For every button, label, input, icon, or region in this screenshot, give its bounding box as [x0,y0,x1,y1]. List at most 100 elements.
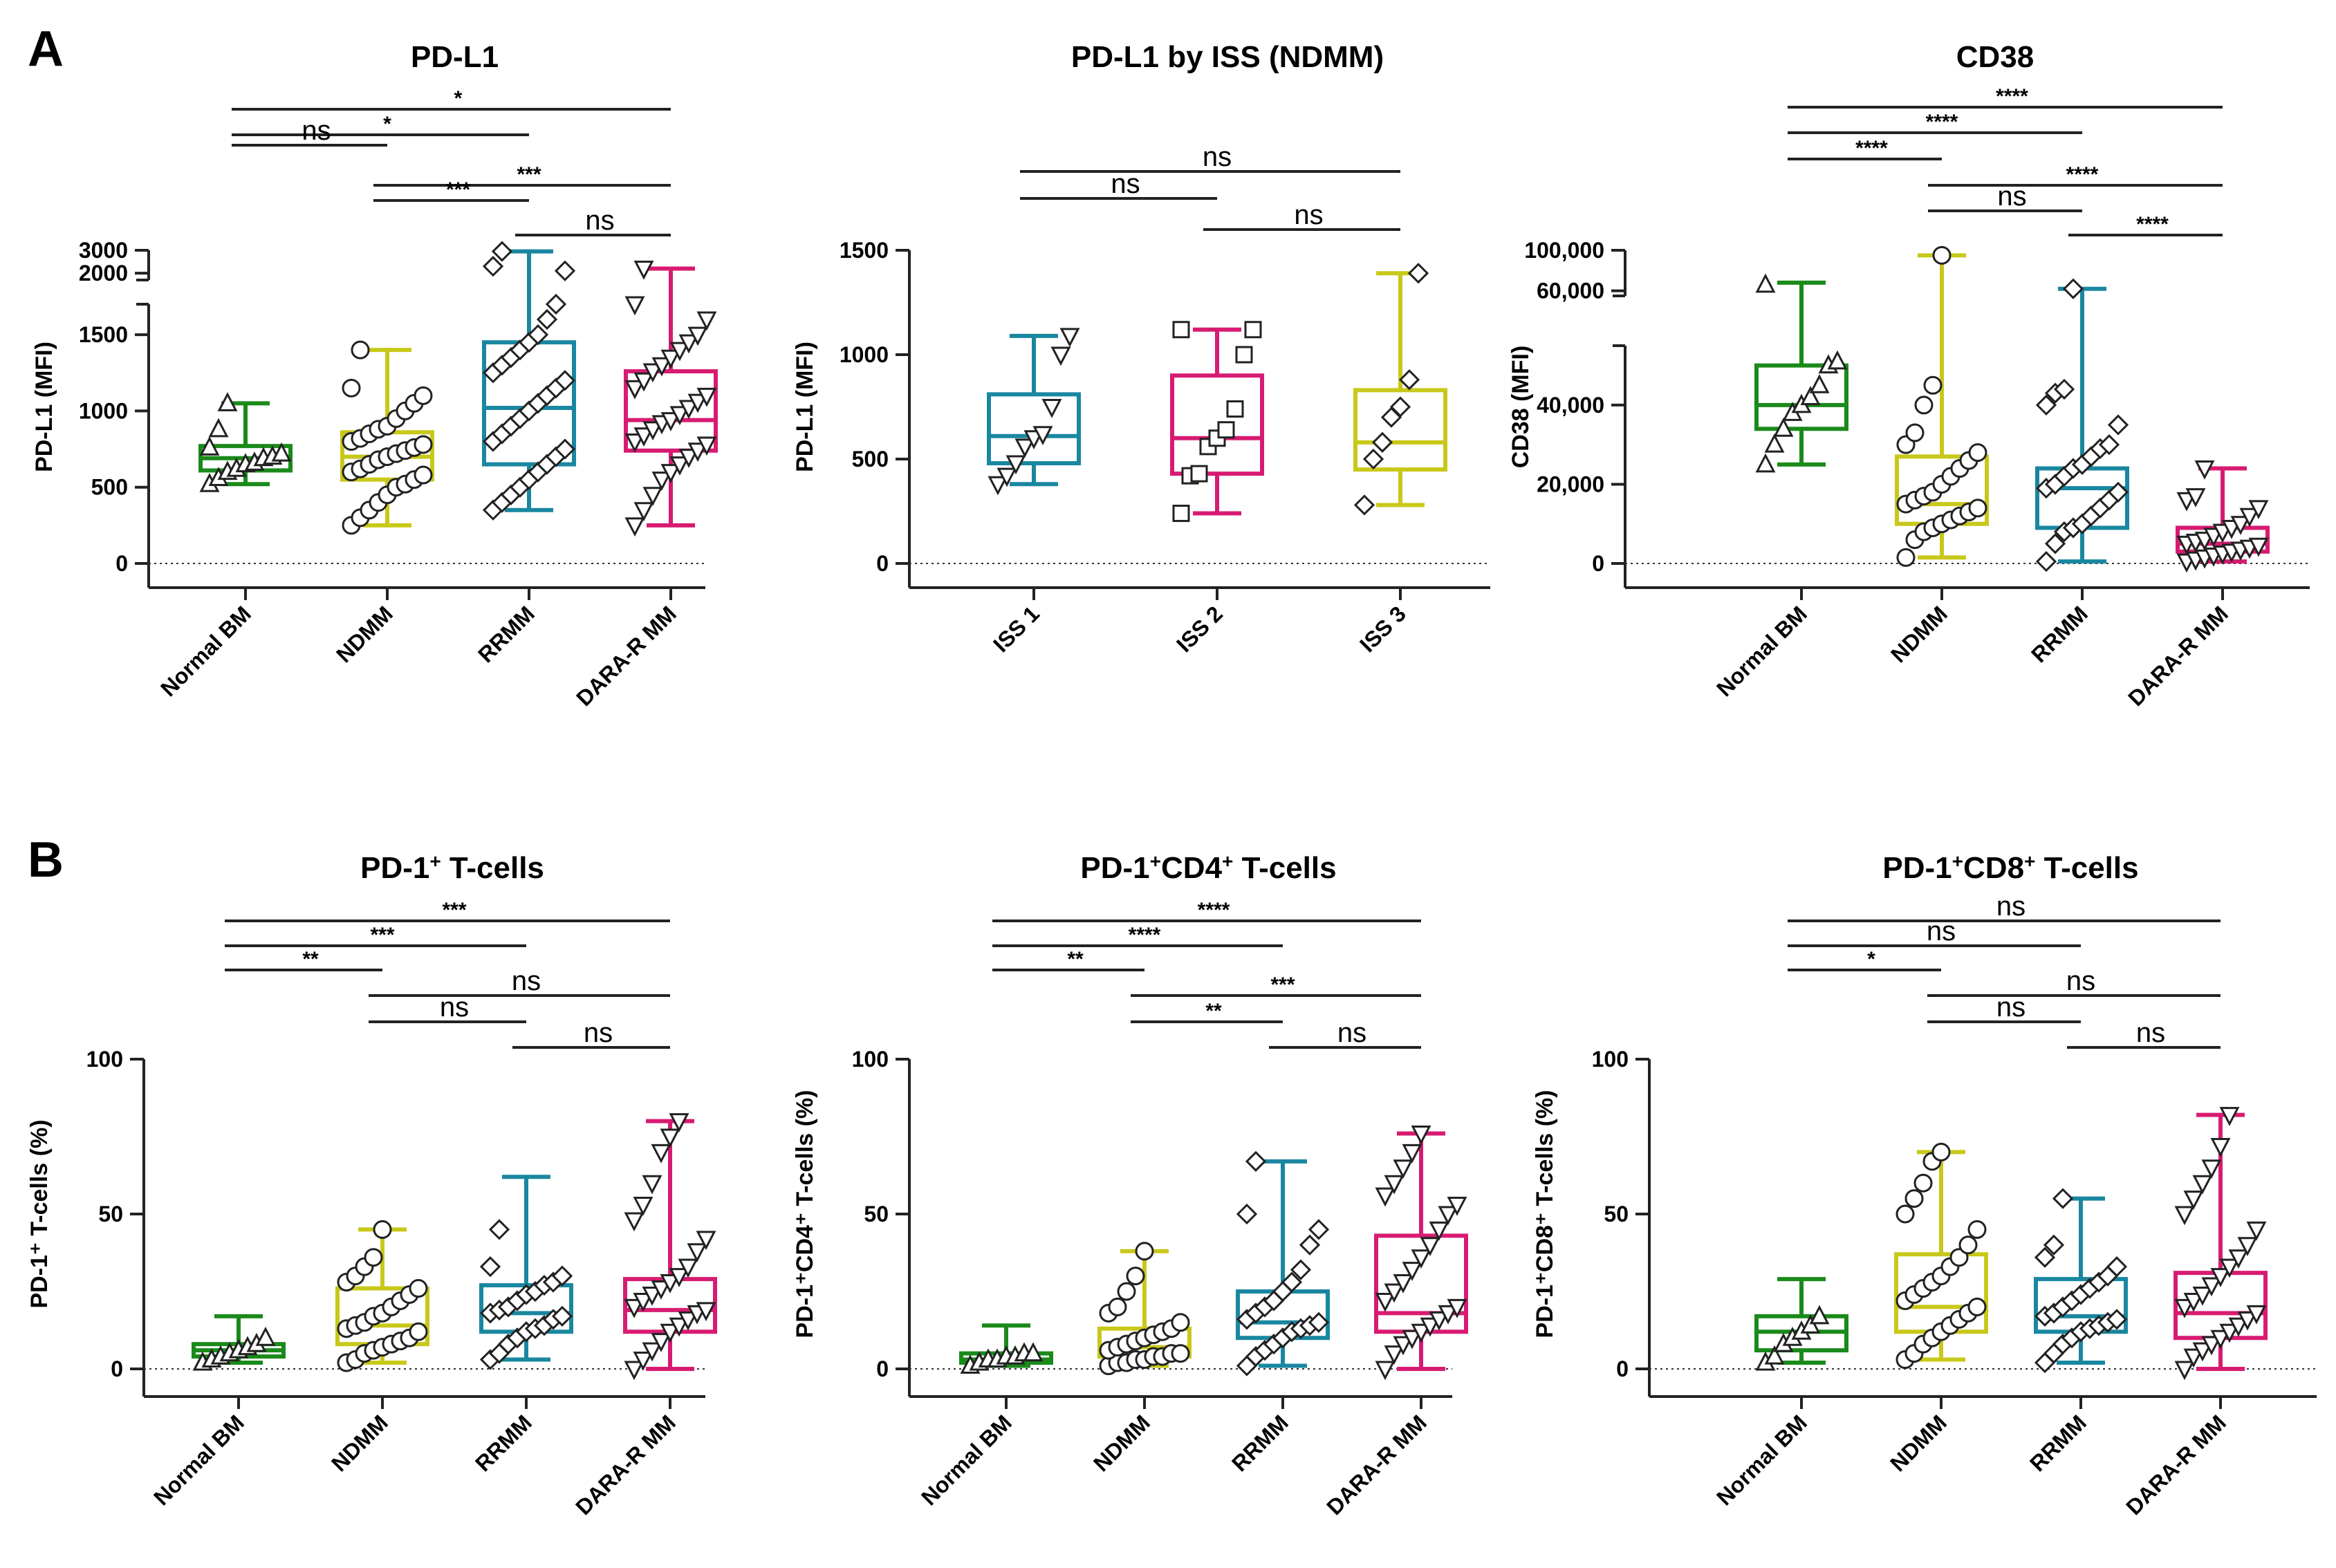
title-part: CD4 [1161,851,1223,885]
data-point [1895,1204,1915,1224]
data-point [1014,438,1035,458]
section-label-b: B [28,832,64,888]
data-point [660,1274,680,1294]
data-point [2219,1323,2240,1343]
points-2 [1353,263,1429,516]
box-0 [987,333,1081,487]
significance-label: **** [2066,163,2099,186]
data-point [696,1231,716,1251]
data-point [1108,1297,1127,1316]
significance-label: ** [302,948,319,971]
data-point [1371,431,1393,453]
y-tick-label: 2000 [79,261,128,286]
data-point [1809,374,1830,393]
data-point [660,1128,680,1148]
y-tick-label: 50 [98,1202,123,1226]
significance-label: ns [440,992,469,1023]
data-point [554,438,576,460]
significance-label: ns [585,205,614,236]
data-point [651,1144,671,1164]
y-tick-label: 100 [852,1047,889,1072]
y-tick-label: 500 [852,447,889,472]
chart-pdl1_iss: PD-L1 by ISS (NDMM) 0 500 1000 1500 PD-L1 (MF… [792,40,1490,657]
data-point [373,1220,392,1239]
data-point [2185,488,2206,507]
significance-label: ** [1067,948,1084,971]
title-part: PD-1 [1882,851,1952,885]
data-point [2210,1137,2231,1157]
y-tick-label: 0 [876,551,889,576]
data-point [1931,1142,1951,1161]
y-tick-label: 50 [1604,1202,1629,1226]
data-point [409,1279,428,1298]
data-point [2219,1107,2240,1126]
data-point [554,260,576,281]
data-point [1447,1298,1467,1318]
data-point [988,476,1008,496]
data-point [687,393,708,413]
significance-label: *** [370,924,394,946]
title-part: PD-1 [1080,851,1149,885]
data-point [2210,1268,2231,1287]
data-point [2034,1247,2056,1268]
x-tick-label: Normal BM [916,1410,1017,1510]
data-point [2183,1191,2204,1210]
x-tick-label: Normal BM [1712,1410,1812,1510]
data-point [624,433,645,453]
y-tick-label: 0 [1592,551,1604,576]
data-point [1968,498,1987,518]
data-point [633,502,654,522]
data-point [2062,278,2084,299]
data-point [642,1286,662,1306]
box [624,369,718,453]
data-point [642,421,663,441]
y-tick-label: 50 [864,1202,889,1226]
data-point [1362,448,1384,470]
data-point [409,1322,428,1341]
data-point [1190,465,1208,483]
data-point [624,1212,645,1232]
data-point [1764,433,1785,453]
data-point [1402,1329,1422,1350]
y-tick-label: 1000 [79,398,128,423]
points-0 [1755,273,1848,473]
data-point [351,340,370,360]
chart-title: CD38 [1956,40,2034,74]
x-tick-label: NDMM [326,1410,393,1476]
significance-label: **** [1198,899,1230,922]
data-point [1245,1150,1267,1172]
data-point [491,241,513,262]
data-point [633,260,654,280]
data-point [2228,1317,2249,1337]
data-point [2106,1309,2128,1330]
data-point [2228,1249,2249,1269]
data-point [208,418,229,438]
data-point [642,1175,662,1195]
box [1170,373,1264,476]
points-3 [624,1113,716,1381]
x-tick-label: Normal BM [149,1410,249,1510]
data-point [2052,1188,2074,1209]
data-point [2106,1256,2128,1278]
data-point [551,1265,573,1287]
data-point [554,370,576,391]
data-point [2098,434,2120,456]
data-point [1299,1234,1321,1256]
points-3 [2174,1107,2267,1381]
points-2 [2035,278,2129,572]
data-point [2237,1237,2258,1257]
data-point [2201,1336,2222,1356]
significance-label: * [1867,948,1875,971]
y-tick-label: 100 [86,1047,123,1072]
data-point [1800,1314,1821,1334]
data-point [651,1333,671,1352]
data-point [669,1317,689,1337]
data-point [1244,321,1262,339]
data-point [1117,1282,1136,1301]
data-point [1967,1297,1987,1316]
data-point [2192,1286,2213,1306]
data-point [2248,537,2269,557]
data-point [364,1248,383,1267]
